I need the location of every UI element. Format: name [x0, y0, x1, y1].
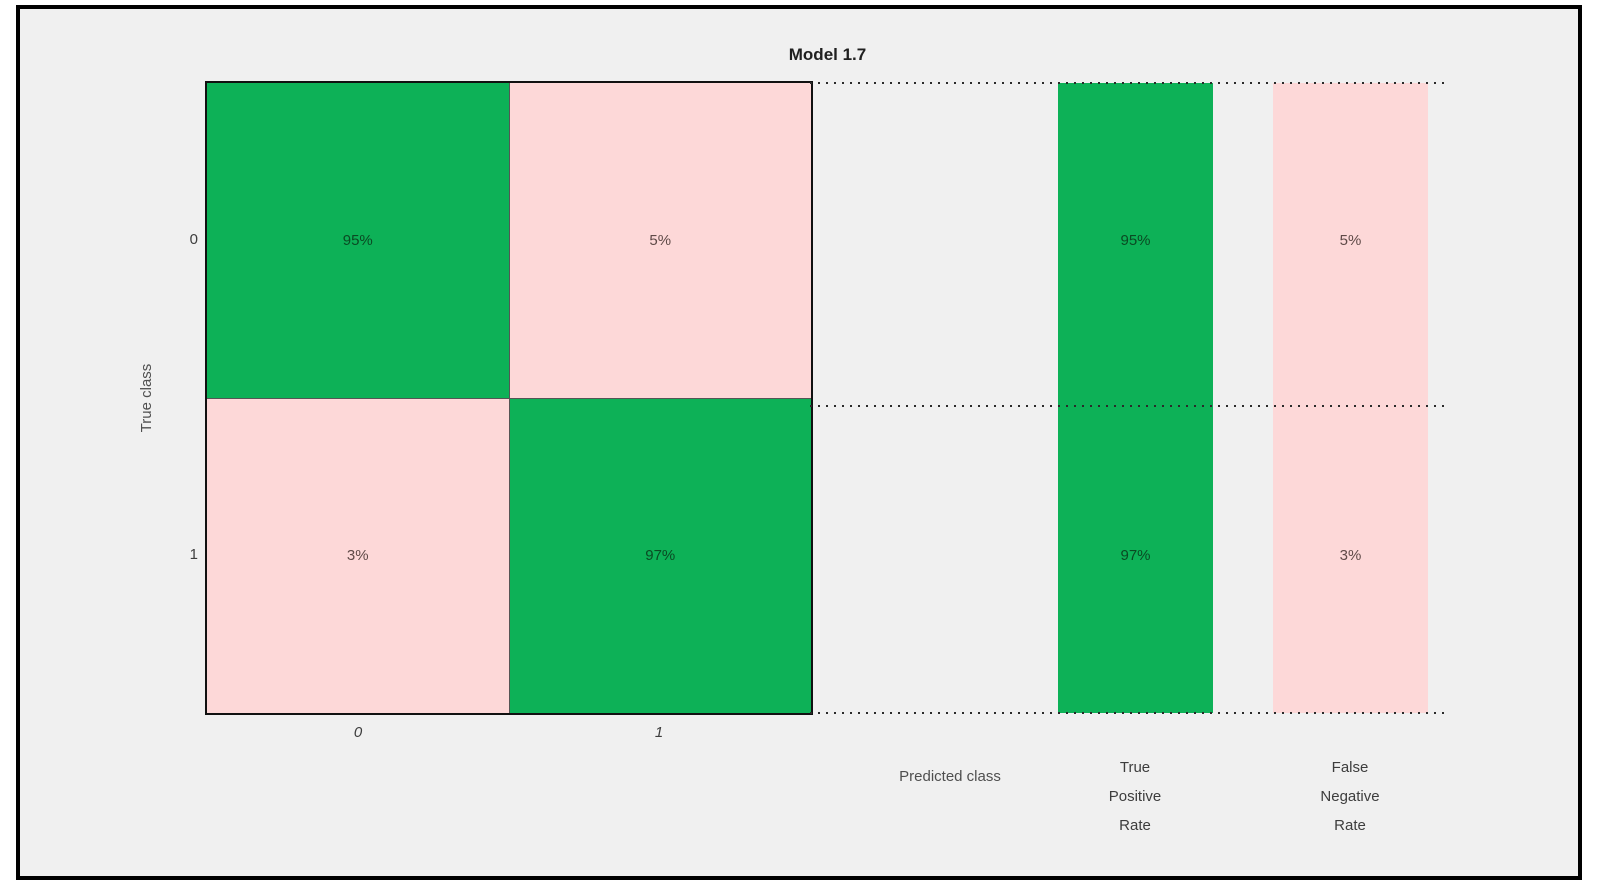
false-negative-rate-label: False Negative Rate: [1250, 753, 1450, 840]
y-tick-class-1: 1: [189, 546, 198, 563]
dotted-separator-top: [810, 82, 1448, 84]
y-axis-label: True class: [138, 363, 155, 433]
fnr-label-line-3: Rate: [1334, 817, 1366, 834]
tpr-cell-class-0: 95%: [1058, 83, 1213, 398]
matrix-cell-true0-pred0: 95%: [207, 83, 509, 398]
true-positive-rate-label: True Positive Rate: [1035, 753, 1235, 840]
tpr-label-line-3: Rate: [1119, 817, 1151, 834]
dotted-separator-bottom: [810, 712, 1448, 714]
x-tick-class-1: 1: [654, 724, 664, 741]
fnr-label-line-1: False: [1331, 759, 1369, 776]
fnr-cell-class-1: 3%: [1273, 398, 1428, 713]
y-tick-class-0: 0: [189, 231, 198, 248]
fnr-label-line-2: Negative: [1320, 788, 1380, 805]
matrix-cell-true0-pred1: 5%: [509, 83, 811, 398]
tpr-label-line-1: True: [1119, 759, 1151, 776]
figure-frame: Model 1.7 95% 5% 3% 97% 0 1 True class 0…: [16, 5, 1582, 880]
confusion-matrix-grid: 95% 5% 3% 97%: [205, 81, 813, 715]
chart-title: Model 1.7: [788, 45, 867, 64]
tpr-label-line-2: Positive: [1108, 788, 1162, 805]
dotted-separator-middle: [810, 405, 1448, 407]
matrix-cell-true1-pred0: 3%: [207, 398, 509, 713]
x-tick-class-0: 0: [353, 724, 363, 741]
false-negative-rate-column: 5% 3%: [1273, 83, 1428, 713]
fnr-cell-class-0: 5%: [1273, 83, 1428, 398]
x-axis-label: Predicted class: [899, 768, 1001, 785]
true-positive-rate-column: 95% 97%: [1058, 83, 1213, 713]
matrix-cell-true1-pred1: 97%: [509, 398, 811, 713]
confusion-matrix-chart: Model 1.7 95% 5% 3% 97% 0 1 True class 0…: [20, 9, 1578, 876]
tpr-cell-class-1: 97%: [1058, 398, 1213, 713]
